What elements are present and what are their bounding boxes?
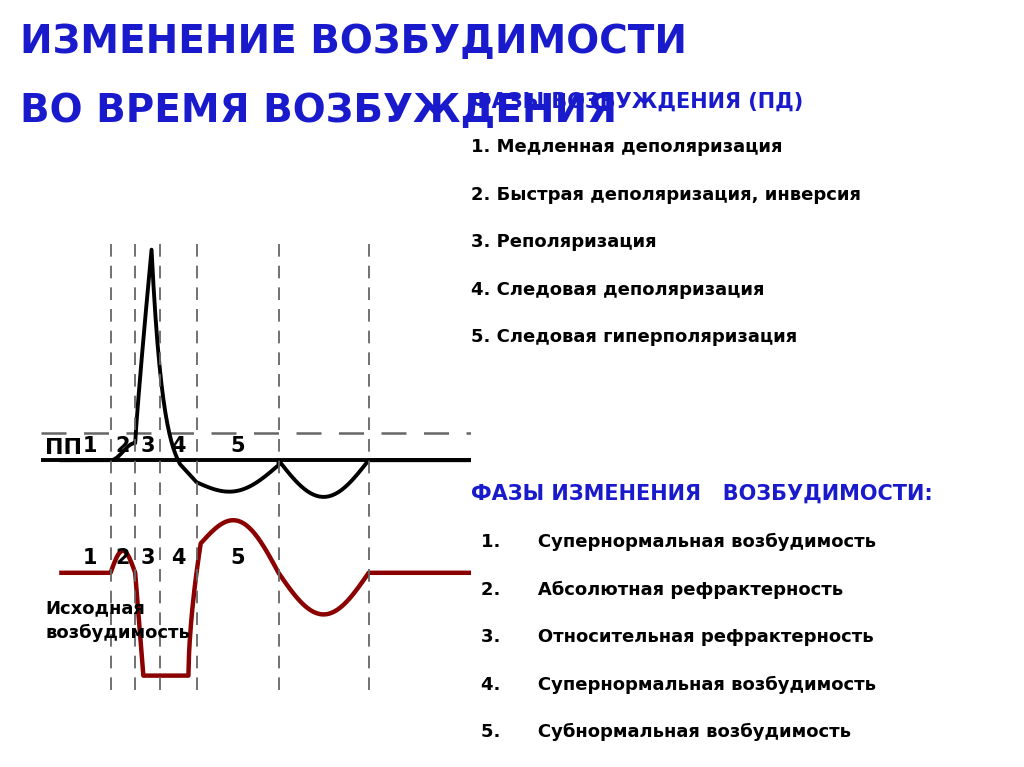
Text: 3.      Относительная рефрактерность: 3. Относительная рефрактерность: [481, 628, 873, 646]
Text: ВО ВРЕМЯ ВОЗБУЖДЕНИЯ: ВО ВРЕМЯ ВОЗБУЖДЕНИЯ: [20, 92, 617, 130]
Text: 4: 4: [171, 436, 185, 456]
Text: 4.      Супернормальная возбудимость: 4. Супернормальная возбудимость: [481, 676, 877, 694]
Text: 2: 2: [116, 548, 130, 568]
Text: 1: 1: [83, 548, 97, 568]
Text: ИЗМЕНЕНИЕ ВОЗБУДИМОСТИ: ИЗМЕНЕНИЕ ВОЗБУДИМОСТИ: [20, 23, 687, 61]
Text: 2.      Абсолютная рефрактерность: 2. Абсолютная рефрактерность: [481, 581, 844, 599]
Text: 5: 5: [230, 548, 245, 568]
Text: 1. Медленная деполяризация: 1. Медленная деполяризация: [471, 138, 782, 156]
Text: ФАЗЫ ВОЗБУЖДЕНИЯ (ПД): ФАЗЫ ВОЗБУЖДЕНИЯ (ПД): [471, 92, 803, 112]
Text: 5: 5: [230, 436, 245, 456]
Text: 5.      Субнормальная возбудимость: 5. Субнормальная возбудимость: [481, 723, 851, 742]
Text: 2: 2: [116, 436, 130, 456]
Text: 5. Следовая гиперполяризация: 5. Следовая гиперполяризация: [471, 328, 798, 346]
Text: ПП: ПП: [45, 438, 82, 458]
Text: 3: 3: [140, 436, 155, 456]
Text: 4: 4: [171, 548, 185, 568]
Text: Исходная
возбудимость: Исходная возбудимость: [45, 600, 189, 641]
Text: ФАЗЫ ИЗМЕНЕНИЯ   ВОЗБУДИМОСТИ:: ФАЗЫ ИЗМЕНЕНИЯ ВОЗБУДИМОСТИ:: [471, 483, 933, 503]
Text: 4. Следовая деполяризация: 4. Следовая деполяризация: [471, 281, 765, 298]
Text: 1: 1: [83, 436, 97, 456]
Text: 3. Реполяризация: 3. Реполяризация: [471, 233, 656, 251]
Text: 3: 3: [140, 548, 155, 568]
Text: 1.      Супернормальная возбудимость: 1. Супернормальная возбудимость: [481, 533, 877, 551]
Text: 2. Быстрая деполяризация, инверсия: 2. Быстрая деполяризация, инверсия: [471, 186, 861, 203]
